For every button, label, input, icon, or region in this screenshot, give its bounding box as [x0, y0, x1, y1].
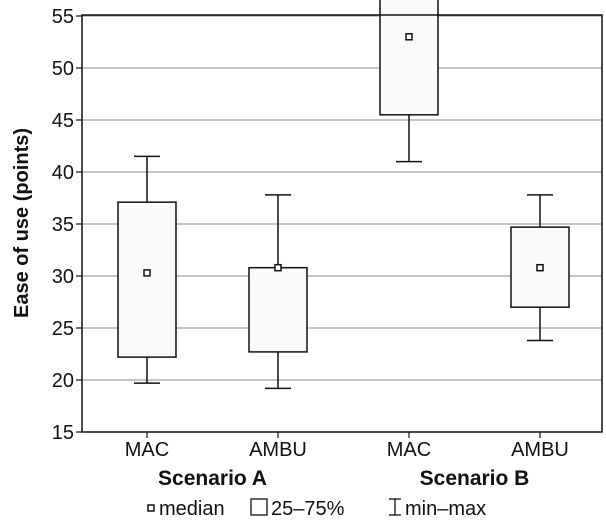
iqr-box — [379, 0, 439, 116]
y-tick-label: 15 — [52, 422, 74, 444]
legend-label: median — [159, 498, 225, 520]
x-category-label: MAC — [125, 439, 169, 461]
y-tick-label: 20 — [52, 370, 74, 392]
y-axis: 15202530354045505560 — [52, 6, 82, 444]
box-4 — [510, 194, 570, 342]
box-1 — [117, 155, 177, 384]
legend-item-box: 25–75% — [250, 498, 345, 520]
legend: median 25–75% min–max — [147, 498, 486, 520]
median-marker — [274, 263, 282, 272]
y-tick-label: 35 — [52, 214, 74, 236]
y-axis-label: Ease of use (points) — [11, 128, 33, 318]
y-tick-label: 30 — [52, 266, 74, 288]
y-tick-label: 45 — [52, 110, 74, 132]
legend-item-whisker: min–max — [389, 498, 486, 520]
x-category-label: MAC — [387, 439, 431, 461]
y-tick-label: 40 — [52, 162, 74, 184]
x-category-label: AMBU — [511, 439, 569, 461]
group-label: Scenario B — [420, 467, 530, 490]
legend-item-median: median — [147, 498, 225, 520]
box-2 — [248, 194, 308, 390]
median-marker — [143, 269, 151, 277]
x-category-label: AMBU — [249, 439, 307, 461]
median-marker — [536, 263, 544, 272]
box-series — [117, 0, 570, 390]
group-label: Scenario A — [158, 467, 267, 490]
box-legend-symbol — [250, 498, 268, 516]
x-axis: MAC AMBU MAC AMBU Scenario A Scenario B — [125, 432, 569, 490]
y-tick-label: 25 — [52, 318, 74, 340]
legend-label: 25–75% — [271, 498, 345, 520]
median-marker — [405, 33, 413, 41]
y-tick-label: 55 — [52, 6, 74, 28]
iqr-box — [248, 266, 308, 353]
iqr-box — [117, 201, 177, 358]
median-legend-symbol — [147, 504, 155, 512]
box-3 — [379, 0, 439, 163]
y-tick-label: 50 — [52, 58, 74, 80]
legend-label: min–max — [405, 498, 486, 520]
